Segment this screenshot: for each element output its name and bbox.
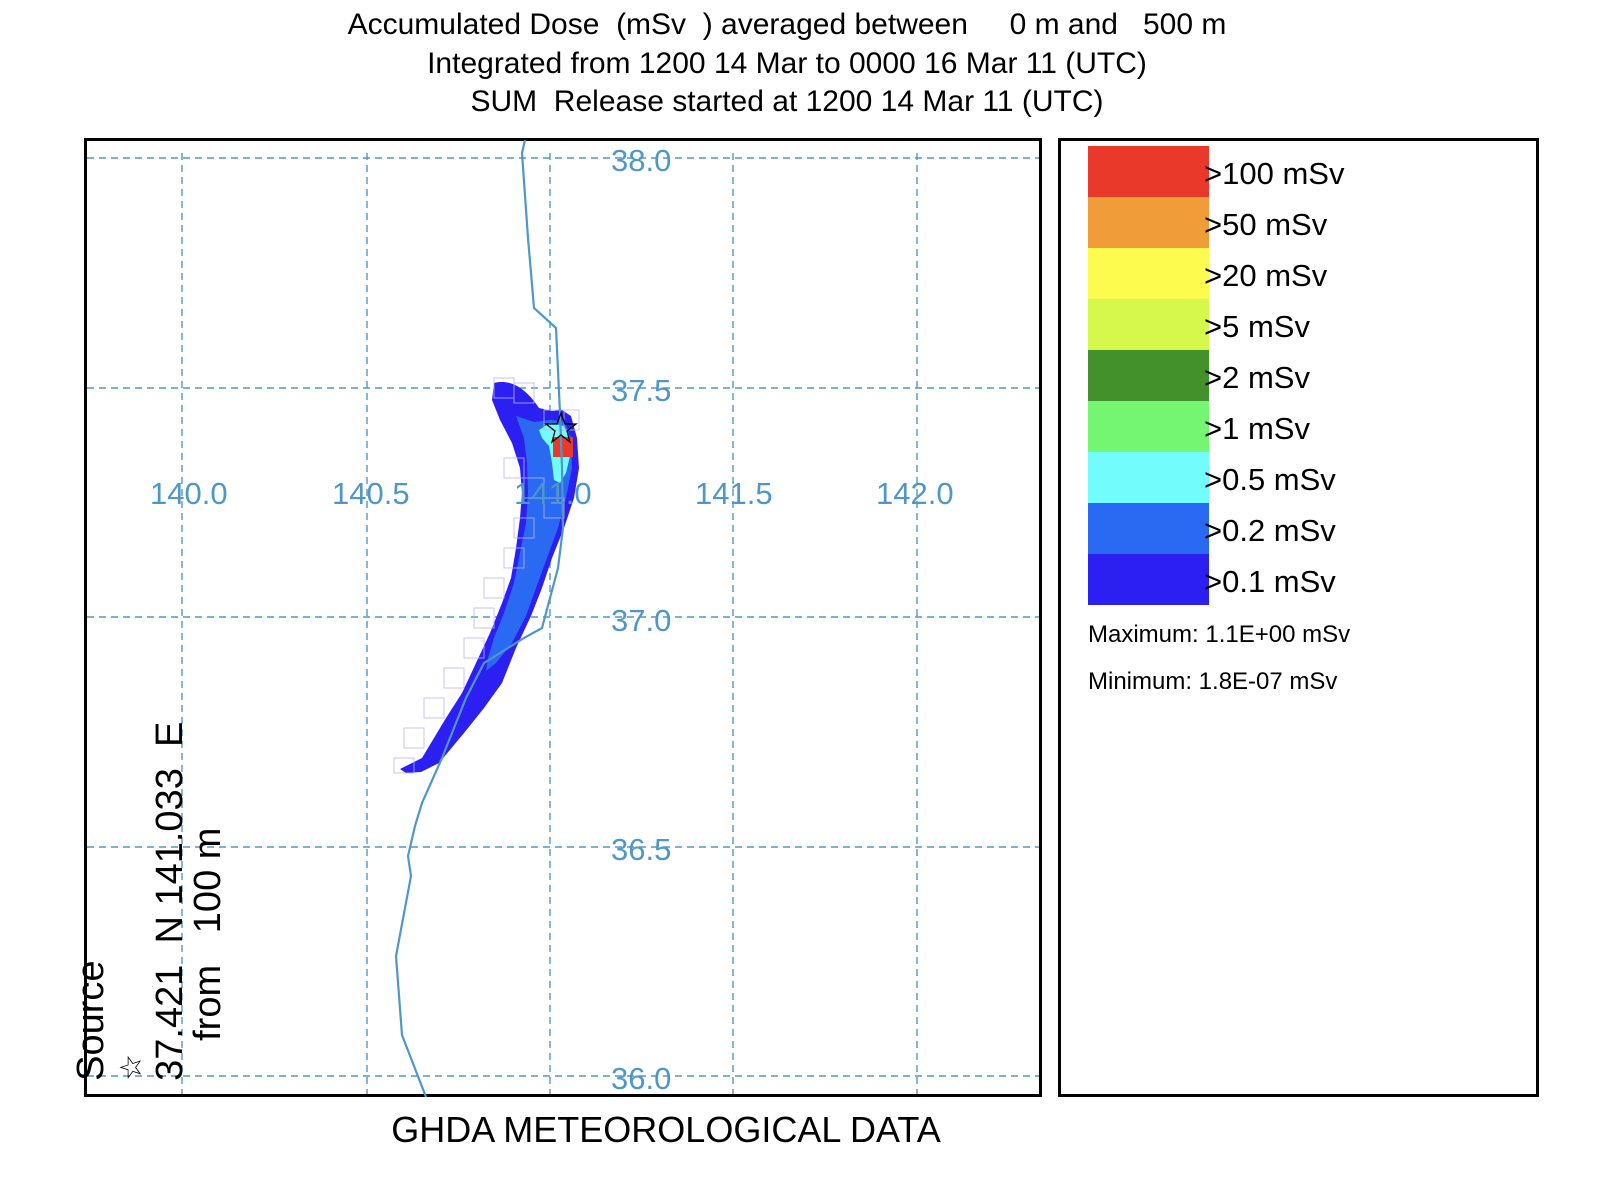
- legend-swatch-7: [1088, 503, 1209, 554]
- plume-contour-100: [553, 437, 573, 457]
- chart-title-line-2: Integrated from 1200 14 Mar to 0000 16 M…: [427, 47, 1147, 80]
- minimum-value: Minimum: 1.8E-07 mSv: [1088, 668, 1338, 695]
- lat-label-36.5: 36.5: [611, 832, 671, 867]
- lon-label-140.0: 140.0: [150, 476, 228, 511]
- legend-swatch-3: [1088, 299, 1209, 350]
- legend-swatch-5: [1088, 401, 1209, 452]
- lon-label-142.0: 142.0: [876, 476, 954, 511]
- source-coordinates: 37.421 N 141.033 E: [149, 721, 191, 1081]
- source-height: from 100 m: [187, 827, 229, 1041]
- chart-title-line-1: Accumulated Dose (mSv ) averaged between…: [347, 8, 1227, 41]
- legend-swatch-1: [1088, 197, 1209, 248]
- legend-swatch-6: [1088, 452, 1209, 503]
- map-frame: [84, 138, 1042, 1097]
- legend-frame: [1058, 138, 1539, 1097]
- lon-label-141.0: 141.0: [514, 476, 592, 511]
- plume-contour-0.2: [486, 416, 572, 671]
- source-label: Source ☆ 37.421 N 141.033 E from 100 m: [34, 721, 229, 1102]
- legend-label-6: >0.5 mSv: [1204, 462, 1336, 497]
- legend-label-2: >20 mSv: [1204, 258, 1328, 293]
- source-star-icon: [544, 411, 578, 444]
- legend-label-7: >0.2 mSv: [1204, 513, 1336, 548]
- chart-title-line-3: SUM Release started at 1200 14 Mar 11 (U…: [470, 85, 1104, 118]
- source-star-glyph-icon: ☆: [114, 1053, 149, 1081]
- footer-label: GHDA METEOROLOGICAL DATA: [391, 1109, 941, 1150]
- lon-label-141.5: 141.5: [695, 476, 773, 511]
- legend-label-3: >5 mSv: [1204, 309, 1310, 344]
- legend-swatch-8: [1088, 554, 1209, 605]
- legend-label-0: >100 mSv: [1204, 156, 1345, 191]
- legend-label-8: >0.1 mSv: [1204, 564, 1336, 599]
- legend-swatch-4: [1088, 350, 1209, 401]
- lat-label-38.0: 38.0: [611, 143, 671, 178]
- legend-swatch-2: [1088, 248, 1209, 299]
- graticule: [87, 153, 1039, 1094]
- lat-label-36.0: 36.0: [611, 1061, 671, 1096]
- lon-label-140.5: 140.5: [332, 476, 410, 511]
- lat-label-37.5: 37.5: [611, 373, 671, 408]
- dose-map: 140.0 140.5 141.0 141.5 142.0 38.0 37.5 …: [87, 139, 1039, 1097]
- legend-swatch-0: [1088, 146, 1209, 197]
- source-word: Source: [70, 960, 112, 1081]
- computation-cells: [393, 377, 580, 774]
- lat-label-37.0: 37.0: [611, 603, 671, 638]
- legend-label-5: >1 mSv: [1204, 411, 1310, 446]
- legend-label-1: >50 mSv: [1204, 207, 1328, 242]
- maximum-value: Maximum: 1.1E+00 mSv: [1088, 621, 1351, 648]
- coastline: [394, 139, 565, 1097]
- legend-label-4: >2 mSv: [1204, 360, 1310, 395]
